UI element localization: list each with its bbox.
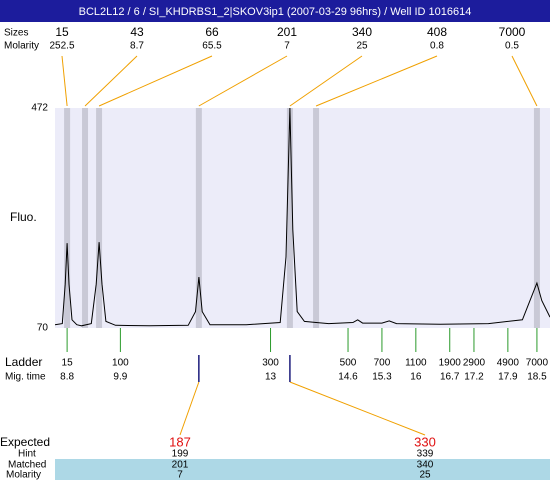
peak-molarity: 65.5 xyxy=(202,41,222,52)
peak-link xyxy=(289,55,363,107)
peak-band xyxy=(533,108,540,328)
peak-link xyxy=(98,55,213,107)
ladder-time: 13 xyxy=(265,372,277,383)
ladder-time: 8.8 xyxy=(60,372,74,383)
ladder-time: 18.5 xyxy=(527,372,547,383)
peak-size: 15 xyxy=(55,25,69,39)
matched-band xyxy=(55,459,550,480)
peak-molarity: 7 xyxy=(284,41,290,52)
title-bar xyxy=(0,0,550,22)
ladder-size: 1900 xyxy=(439,358,462,369)
expected-link xyxy=(289,381,426,436)
peak-band xyxy=(313,108,320,328)
peak-link xyxy=(84,55,138,107)
molarity-value: 25 xyxy=(419,470,431,480)
ladder-size: 4900 xyxy=(497,358,520,369)
peak-band xyxy=(82,108,89,328)
expected-value: 187 xyxy=(169,434,191,449)
y-label: Fluo. xyxy=(10,210,37,224)
peak-molarity: 25 xyxy=(356,41,368,52)
trace xyxy=(54,107,550,327)
y-tick-label: 472 xyxy=(31,103,48,114)
peak-band xyxy=(64,108,71,328)
mig-time-label: Mig. time xyxy=(5,372,46,383)
matched-label: Matched xyxy=(8,460,46,471)
peak-band xyxy=(286,108,293,328)
peak-link xyxy=(61,55,68,107)
peak-size: 340 xyxy=(352,25,372,39)
y-tick-label: 70 xyxy=(37,323,49,334)
peak-link xyxy=(315,55,438,107)
ladder-size: 7000 xyxy=(526,358,549,369)
chart-title: BCL2L12 / 6 / SI_KHDRBS1_2|SKOV3ip1 (200… xyxy=(79,6,472,18)
plot-area xyxy=(55,108,550,328)
size-label: Sizes xyxy=(4,28,28,39)
ladder-time: 17.2 xyxy=(464,372,484,383)
peak-molarity: 0.8 xyxy=(430,41,444,52)
ladder-size: 15 xyxy=(62,358,74,369)
peak-molarity: 0.5 xyxy=(505,41,519,52)
ladder-size: 2900 xyxy=(463,358,486,369)
peak-band xyxy=(96,108,103,328)
matched-value: 201 xyxy=(172,460,189,471)
expected-label: Expected xyxy=(0,435,50,449)
peak-size: 7000 xyxy=(499,25,526,39)
ladder-time: 15.3 xyxy=(372,372,392,383)
ladder-size: 100 xyxy=(112,358,129,369)
peak-size: 201 xyxy=(277,25,297,39)
ladder-time: 9.9 xyxy=(113,372,127,383)
hint-value: 199 xyxy=(172,449,189,460)
ladder-time: 17.9 xyxy=(498,372,518,383)
ladder-size: 700 xyxy=(374,358,391,369)
ladder-size: 500 xyxy=(340,358,357,369)
ladder-size: 300 xyxy=(262,358,279,369)
peak-link xyxy=(198,55,288,107)
peak-molarity: 8.7 xyxy=(130,41,144,52)
expected-molarity-label: Molarity xyxy=(6,470,41,480)
peak-size: 408 xyxy=(427,25,447,39)
ladder-time: 16.7 xyxy=(440,372,460,383)
peak-size: 43 xyxy=(130,25,144,39)
hint-label: Hint xyxy=(18,449,36,460)
ladder-time: 14.6 xyxy=(338,372,358,383)
peak-molarity: 252.5 xyxy=(49,41,74,52)
expected-link xyxy=(179,381,200,436)
molarity-value: 7 xyxy=(177,470,183,480)
ladder-size: 1100 xyxy=(405,358,427,369)
peak-band xyxy=(195,108,202,328)
molarity-label: Molarity xyxy=(4,41,39,52)
expected-value: 330 xyxy=(414,434,436,449)
ladder-time: 16 xyxy=(410,372,422,383)
hint-value: 339 xyxy=(417,449,434,460)
matched-value: 340 xyxy=(417,460,434,471)
peak-link xyxy=(511,55,538,107)
ladder-label: Ladder xyxy=(5,355,42,369)
peak-size: 66 xyxy=(205,25,219,39)
